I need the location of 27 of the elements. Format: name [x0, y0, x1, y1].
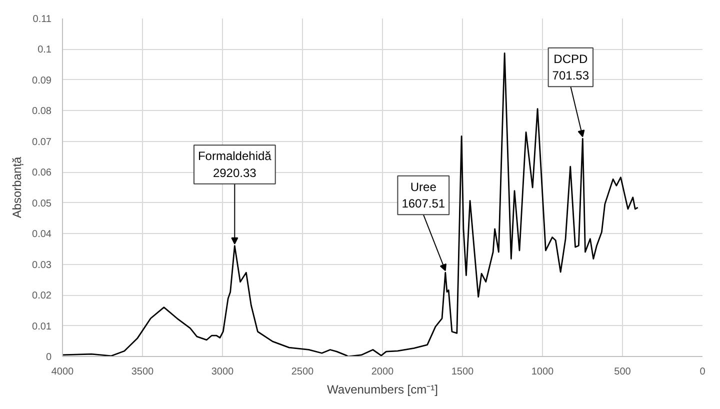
y-tick-label: 0.11	[32, 14, 52, 25]
annotation: Formaldehidă 2920.33	[198, 149, 272, 180]
y-tick-label: 0.03	[32, 260, 52, 271]
x-tick-label: 500	[614, 366, 632, 378]
line-series	[62, 52, 639, 356]
annotation: DCPD 701.53	[552, 52, 590, 83]
y-tick-label: 0.09	[32, 75, 52, 86]
x-tick-label: 4000	[51, 366, 74, 378]
y-tick-label: 0.06	[32, 168, 52, 179]
x-axis-title: Wavenumbers [cm⁻¹]	[327, 382, 438, 396]
y-tick-label: 0.01	[32, 321, 52, 332]
y-axis-title: Absorbanță	[10, 156, 24, 218]
y-tick-label: 0.07	[32, 136, 52, 148]
y-tick-label: 0.1	[38, 44, 52, 56]
x-tick-label: 3000	[211, 366, 234, 378]
x-tick-label: 2500	[291, 366, 314, 378]
x-tick-label: 0	[700, 366, 706, 378]
x-tick-label: 3500	[131, 366, 154, 378]
y-tick-label: 0.05	[32, 198, 52, 210]
y-tick-label: 0.02	[32, 290, 52, 302]
y-tick-label: 0.04	[32, 229, 52, 240]
x-tick-label: 1000	[531, 366, 554, 378]
x-tick-label: 2000	[371, 366, 394, 378]
x-tick-label: 1500	[451, 366, 474, 378]
annotation: Uree 1607.51	[402, 180, 446, 211]
y-tick-label: 0.08	[32, 106, 52, 118]
y-tick-label: 0	[46, 352, 52, 363]
